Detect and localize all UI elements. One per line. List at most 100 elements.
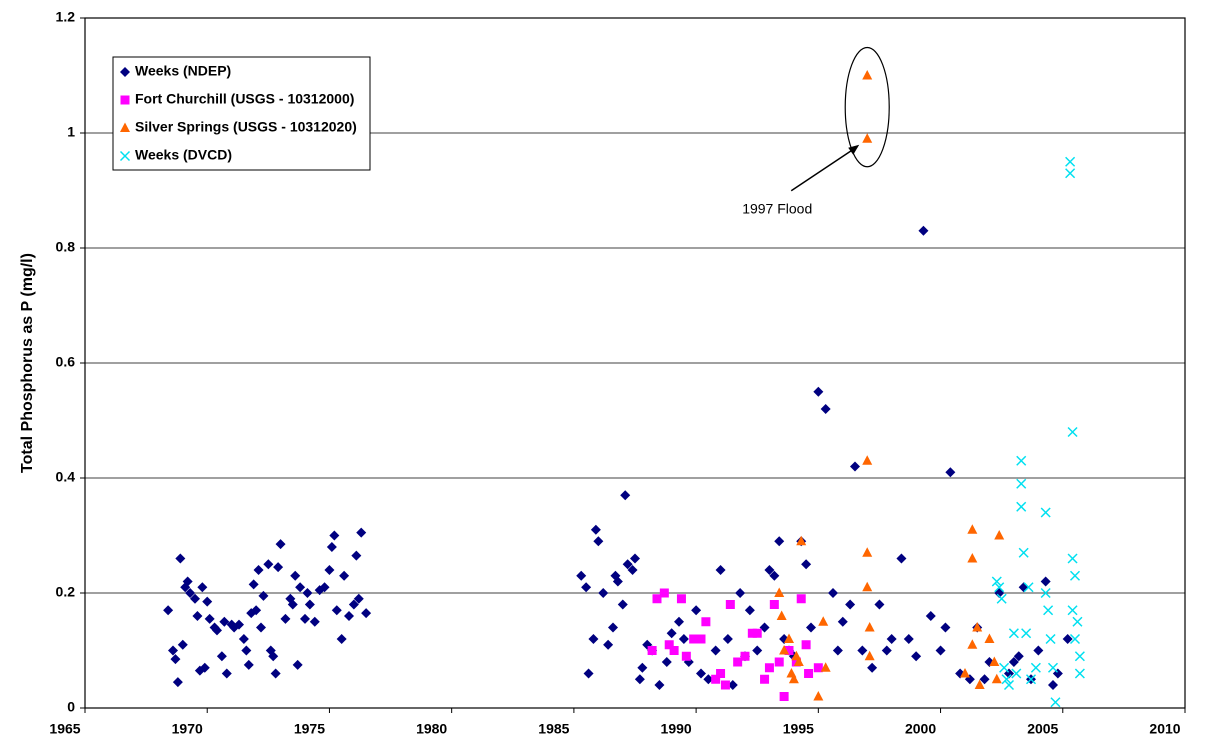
point — [1065, 156, 1076, 167]
point — [1067, 553, 1078, 564]
point — [681, 651, 691, 661]
point — [234, 619, 244, 630]
point — [1069, 570, 1081, 581]
point — [175, 553, 186, 564]
x-tick-label: 1980 — [416, 721, 447, 737]
point — [769, 570, 780, 581]
point — [696, 668, 706, 679]
point — [192, 611, 203, 621]
point — [295, 582, 306, 593]
point — [760, 674, 770, 684]
point — [1008, 657, 1019, 667]
point — [1018, 582, 1029, 593]
point — [1030, 662, 1041, 673]
point — [776, 610, 787, 620]
point — [177, 639, 188, 650]
x-tick-label: 2010 — [1149, 721, 1180, 737]
point — [576, 570, 587, 581]
point — [862, 133, 873, 143]
point — [168, 645, 178, 656]
point — [715, 565, 726, 575]
point — [793, 656, 804, 666]
point — [727, 680, 738, 690]
point — [703, 674, 714, 685]
point — [304, 599, 315, 610]
point — [967, 524, 978, 534]
y-axis-label: Total Phosphorus as P (mg/l) — [19, 253, 36, 473]
point — [627, 565, 638, 575]
point — [1016, 455, 1027, 466]
point — [862, 70, 873, 80]
point — [994, 530, 1005, 540]
point — [1050, 697, 1061, 708]
point — [979, 674, 990, 685]
point — [263, 559, 274, 570]
point — [850, 461, 860, 472]
point — [331, 605, 342, 616]
point — [806, 622, 816, 633]
point — [1043, 605, 1054, 616]
point — [911, 651, 922, 662]
point — [788, 673, 799, 684]
point — [273, 562, 284, 573]
point — [722, 634, 733, 644]
point — [691, 605, 702, 616]
point — [818, 616, 829, 626]
point — [764, 565, 775, 575]
point — [804, 669, 814, 678]
point — [197, 582, 208, 593]
y-tick-label: 0 — [67, 699, 75, 715]
point — [689, 634, 699, 644]
x-tick-label: 2005 — [1027, 721, 1058, 737]
point — [326, 542, 337, 552]
point — [1067, 605, 1078, 616]
point — [1040, 507, 1051, 518]
x-tick-label: 1970 — [172, 721, 203, 737]
point — [1045, 633, 1056, 645]
point — [837, 616, 848, 627]
point — [678, 634, 689, 644]
legend-label: Silver Springs (USGS - 10312020) — [135, 119, 357, 135]
point — [588, 634, 599, 644]
point — [784, 633, 794, 643]
point — [622, 559, 633, 570]
point — [862, 581, 873, 592]
point — [669, 646, 679, 655]
point — [351, 550, 362, 561]
point — [711, 674, 721, 684]
point — [212, 625, 222, 636]
point — [862, 455, 873, 465]
point — [716, 669, 726, 678]
x-tick-label: 1995 — [783, 721, 814, 737]
point — [251, 605, 262, 616]
point — [903, 634, 914, 644]
point — [617, 599, 628, 610]
point — [867, 662, 878, 673]
point — [290, 570, 301, 581]
point — [581, 582, 592, 593]
point — [280, 613, 291, 624]
point — [344, 611, 354, 621]
point — [248, 579, 259, 590]
point — [319, 582, 330, 593]
point — [864, 622, 875, 632]
annotation-arrowhead — [848, 144, 860, 155]
point — [1025, 674, 1037, 685]
point — [733, 657, 743, 667]
point — [991, 673, 1002, 684]
point — [593, 536, 604, 547]
point — [747, 628, 757, 638]
y-tick-label: 1.2 — [56, 9, 76, 25]
point — [967, 639, 978, 649]
point — [960, 668, 970, 678]
point — [881, 645, 892, 656]
point — [925, 611, 936, 621]
point — [661, 657, 672, 667]
point — [801, 640, 811, 650]
point — [202, 596, 213, 607]
point — [874, 599, 885, 610]
point — [769, 600, 779, 609]
point — [1001, 674, 1012, 685]
annotation-ellipse — [844, 46, 890, 168]
